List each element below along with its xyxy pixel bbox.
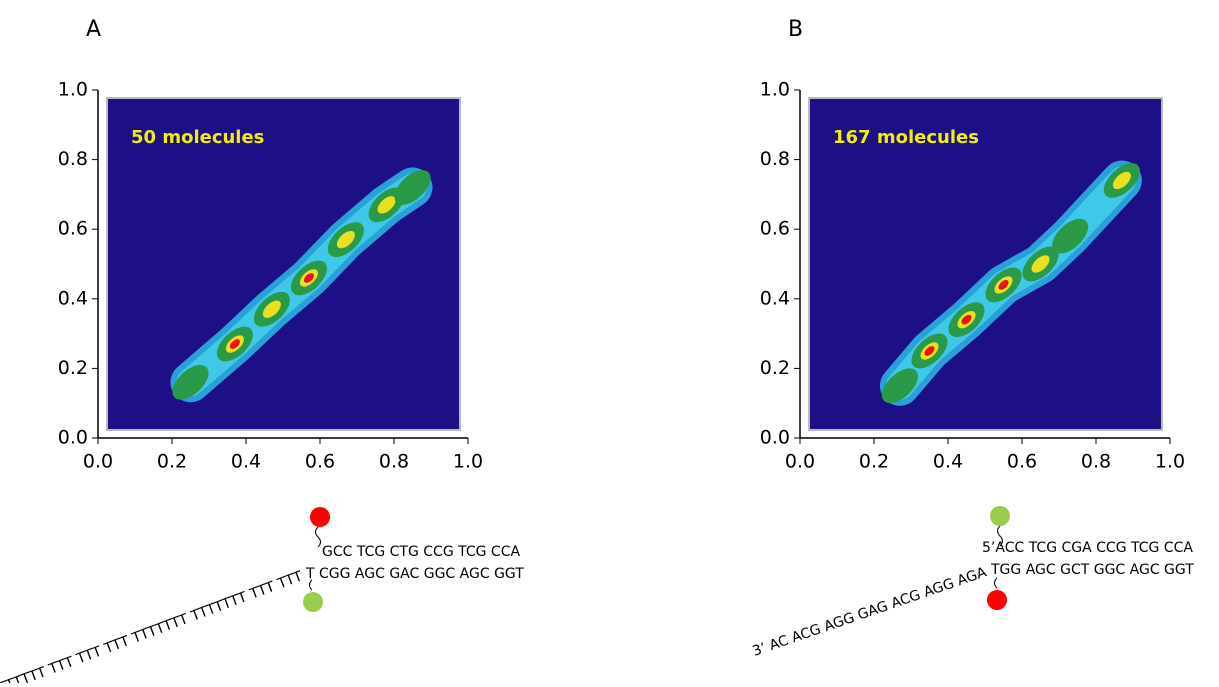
density-peak	[1031, 255, 1050, 273]
density-peak	[881, 368, 918, 404]
y-tick-label: 0.8	[760, 148, 790, 170]
density-peak	[336, 230, 355, 249]
x-tick-label: 0.2	[859, 451, 889, 473]
y-tick-label: 1.0	[58, 79, 88, 101]
top-strand: 5’ACC TCG CGA CCG TCG CCA	[982, 540, 1193, 556]
tail-strand: 3’ AC ACG AGG GAG ACG AGG AGA	[750, 564, 989, 659]
linker	[315, 526, 321, 548]
top-strand: GCC TCG CTG CCG TCG CCA	[322, 544, 520, 560]
x-tick-label: 0.0	[83, 451, 113, 473]
annotation: 167 molecules	[833, 127, 979, 148]
density-peak	[229, 339, 240, 349]
x-tick-label: 0.4	[231, 451, 261, 473]
linker	[997, 525, 1003, 547]
linker	[309, 579, 313, 591]
y-tick-label: 0.0	[58, 427, 88, 449]
x-tick-label: 0.4	[933, 451, 963, 473]
bottom-strand: TGG AGC GCT GGC AGC GGT	[990, 562, 1194, 578]
plot-area	[106, 97, 461, 431]
panel-label: B	[788, 17, 803, 42]
density-peak	[1052, 218, 1089, 254]
density-peak	[961, 314, 972, 325]
x-tick-label: 1.0	[453, 451, 483, 473]
donor-dye	[990, 506, 1010, 526]
panel-label: A	[86, 17, 101, 42]
density-peak	[172, 364, 209, 400]
x-tick-label: 0.0	[785, 451, 815, 473]
density-peak	[262, 300, 281, 318]
density-peak	[377, 196, 396, 214]
density-peak	[394, 170, 431, 205]
y-tick-label: 0.2	[760, 357, 790, 379]
plot-area	[808, 97, 1163, 431]
density-peak	[998, 280, 1009, 290]
y-tick-label: 1.0	[760, 79, 790, 101]
y-tick-label: 0.4	[760, 287, 790, 309]
x-tick-label: 1.0	[1155, 451, 1185, 473]
y-tick-label: 0.8	[58, 148, 88, 170]
y-tick-label: 0.4	[58, 287, 88, 309]
annotation: 50 molecules	[131, 127, 264, 148]
donor-dye	[303, 592, 323, 612]
density-peak	[924, 346, 935, 356]
density-peak	[303, 273, 314, 283]
y-tick-label: 0.6	[760, 218, 790, 240]
x-tick-label: 0.2	[157, 451, 187, 473]
y-tick-label: 0.2	[58, 357, 88, 379]
linker	[994, 577, 998, 589]
y-tick-label: 0.6	[58, 218, 88, 240]
y-tick-label: 0.0	[760, 427, 790, 449]
bottom-strand: T CGG AGC GAC GGC AGC GGT	[305, 566, 524, 582]
x-tick-label: 0.8	[379, 451, 409, 473]
x-tick-label: 0.8	[1081, 451, 1111, 473]
acceptor-dye	[987, 590, 1007, 610]
x-tick-label: 0.6	[305, 451, 335, 473]
density-peak	[1112, 171, 1131, 190]
acceptor-dye	[310, 507, 330, 527]
x-tick-label: 0.6	[1007, 451, 1037, 473]
tail-strand: TTT TTTT TTT TTT TTT TTT TTTT TTT TTTT TTT …	[0, 568, 305, 683]
